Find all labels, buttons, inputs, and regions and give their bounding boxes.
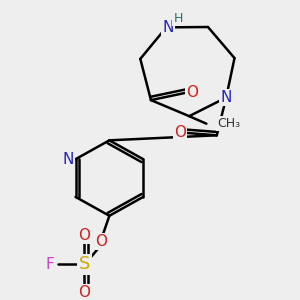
Text: CH₃: CH₃	[217, 117, 240, 130]
Text: N: N	[162, 20, 173, 35]
Text: O: O	[174, 125, 186, 140]
Text: S: S	[79, 255, 90, 273]
Text: O: O	[78, 228, 90, 243]
Text: O: O	[187, 85, 199, 100]
Text: N: N	[220, 90, 232, 105]
Text: O: O	[96, 234, 108, 249]
Text: O: O	[78, 285, 90, 300]
Text: H: H	[173, 12, 183, 26]
Text: N: N	[63, 152, 74, 167]
Text: F: F	[46, 256, 55, 272]
